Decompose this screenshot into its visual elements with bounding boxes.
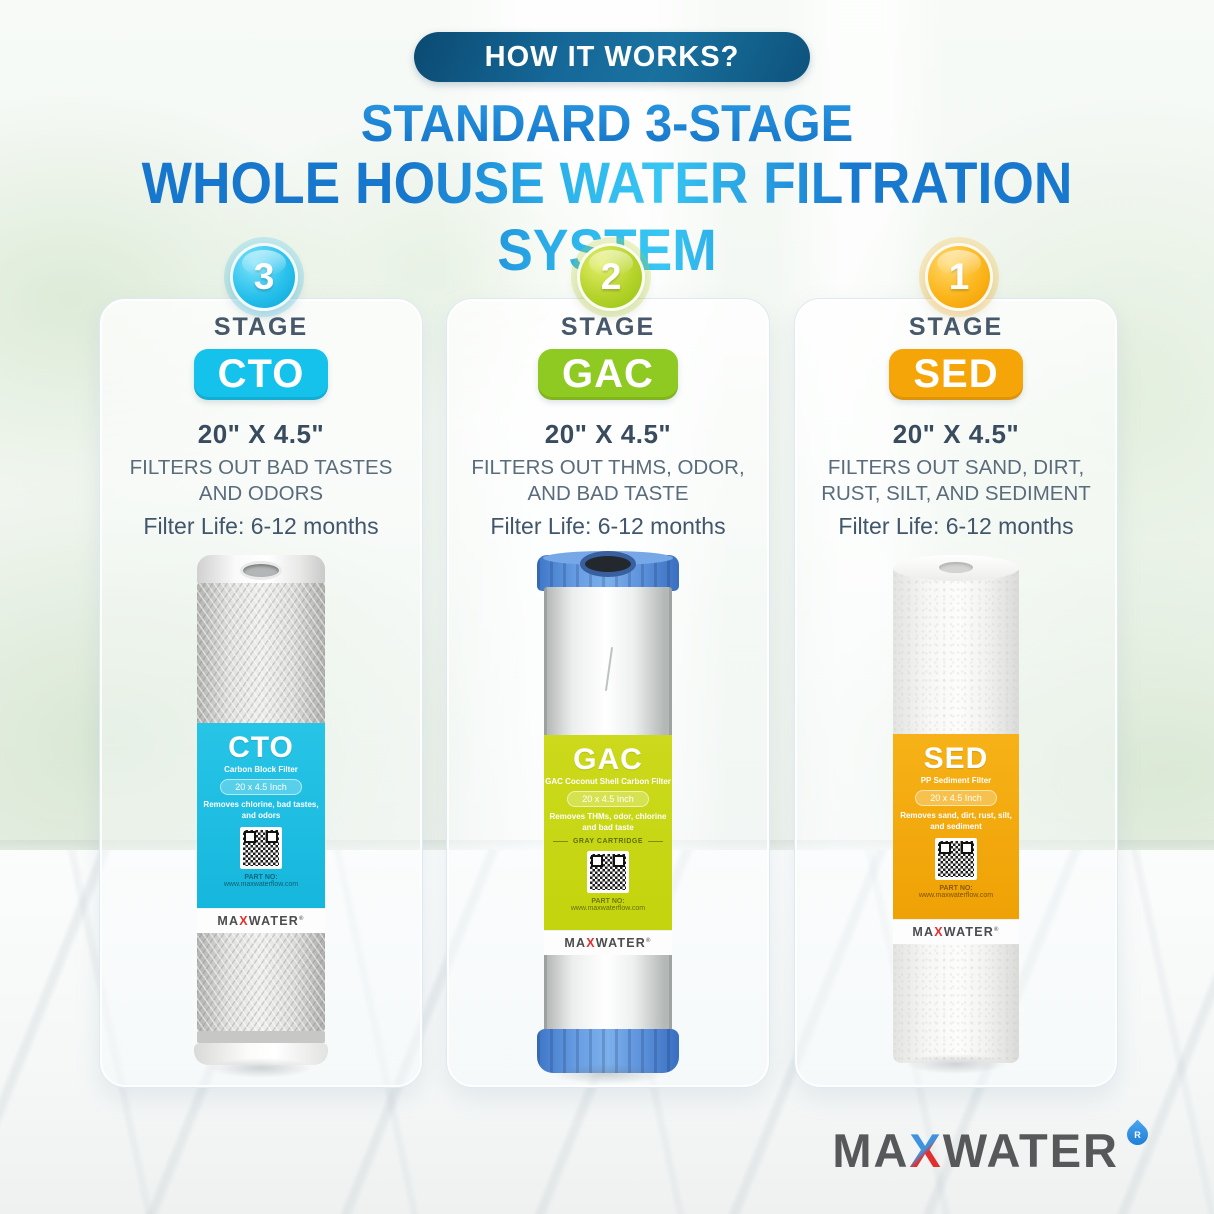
label-removes: Removes THMs, odor, chlorine and bad tas… bbox=[549, 812, 667, 832]
stage-number-badge: 1 bbox=[925, 243, 993, 311]
how-it-works-banner: HOW IT WORKS? bbox=[414, 32, 810, 82]
stage-number-badge: 2 bbox=[577, 243, 645, 311]
filter-life: Filter Life: 6-12 months bbox=[490, 513, 726, 539]
mini-logo-suffix: WATER bbox=[248, 914, 299, 928]
cartridge-top-cap bbox=[197, 555, 325, 585]
mini-logo-suffix: WATER bbox=[943, 925, 994, 939]
filter-size: 20" X 4.5" bbox=[544, 419, 672, 449]
stage-number: 3 bbox=[253, 256, 275, 297]
qr-code bbox=[935, 838, 977, 880]
cartridge-label: CTO Carbon Block Filter 20 x 4.5 Inch Re… bbox=[197, 723, 325, 933]
cartridge-top-hole bbox=[240, 561, 282, 580]
mini-logo-registered: ® bbox=[298, 915, 305, 922]
mini-logo-registered: ® bbox=[645, 937, 652, 944]
cartridge-bottom-ring bbox=[197, 1031, 325, 1043]
label-code: SED bbox=[923, 742, 989, 775]
stage-number: 1 bbox=[948, 256, 970, 297]
mini-maxwater-logo: MAXWATER® bbox=[564, 936, 651, 950]
filter-code-pill: SED bbox=[889, 349, 1023, 400]
cartridge-body: CTO Carbon Block Filter 20 x 4.5 Inch Re… bbox=[197, 583, 325, 1031]
filter-size: 20" X 4.5" bbox=[892, 419, 1020, 449]
title-line-1: STANDARD 3-STAGE bbox=[36, 94, 1177, 154]
cartridge-top-cap bbox=[537, 551, 679, 591]
cartridge-body: SED PP Sediment Filter 20 x 4.5 Inch Rem… bbox=[893, 567, 1019, 1063]
logo-x: X bbox=[909, 1124, 943, 1177]
label-brand-strip: MAXWATER® bbox=[893, 919, 1019, 944]
mini-maxwater-logo: MAXWATER® bbox=[217, 914, 304, 928]
stage-card-cto: 3 STAGE CTO 20" X 4.5" FILTERS OUT BAD T… bbox=[99, 243, 423, 1088]
cartridge-top-hole bbox=[939, 562, 973, 573]
banner-label: HOW IT WORKS? bbox=[484, 40, 740, 73]
logo-suffix: WATER bbox=[942, 1124, 1119, 1177]
maxwater-logo: MA X WATER R bbox=[832, 1119, 1153, 1177]
mini-logo-prefix: MA bbox=[912, 925, 935, 939]
label-removes: Removes sand, dirt, rust, silt, and sedi… bbox=[900, 811, 1012, 831]
label-type: GAC Coconut Shell Carbon Filter bbox=[545, 777, 671, 786]
mini-maxwater-logo: MAXWATER® bbox=[912, 925, 999, 939]
stage-word: STAGE bbox=[908, 313, 1004, 341]
filter-life: Filter Life: 6-12 months bbox=[838, 513, 1074, 539]
label-size-pill: 20 x 4.5 Inch bbox=[567, 791, 649, 807]
filter-description: FILTERS OUT BAD TASTES AND ODORS bbox=[129, 456, 393, 505]
label-size-pill: 20 x 4.5 Inch bbox=[220, 779, 302, 795]
stage-number-badge: 3 bbox=[230, 243, 298, 311]
label-size-pill: 20 x 4.5 Inch bbox=[915, 790, 997, 806]
logo-prefix: MA bbox=[832, 1124, 910, 1177]
label-code: CTO bbox=[228, 731, 294, 764]
label-cartridge-note: GRAY CARTRIDGE bbox=[553, 838, 663, 845]
stage-word: STAGE bbox=[213, 313, 309, 341]
stage-card-sed: 1 STAGE SED 20" X 4.5" FILTERS OUT SAND,… bbox=[794, 243, 1118, 1088]
mini-logo-x: X bbox=[586, 936, 596, 950]
mini-logo-prefix: MA bbox=[217, 914, 240, 928]
cartridge-label: GAC GAC Coconut Shell Carbon Filter 20 x… bbox=[544, 735, 672, 955]
code-pill-row: GAC bbox=[447, 349, 769, 400]
mini-logo-prefix: MA bbox=[564, 936, 587, 950]
cartridge-label: SED PP Sediment Filter 20 x 4.5 Inch Rem… bbox=[893, 734, 1019, 944]
mini-logo-x: X bbox=[239, 914, 249, 928]
stage-word: STAGE bbox=[560, 313, 656, 341]
code-pill-row: SED bbox=[795, 349, 1117, 400]
label-removes: Removes chlorine, bad tastes, and odors bbox=[203, 800, 319, 820]
filter-description: FILTERS OUT THMS, ODOR, AND BAD TASTE bbox=[471, 456, 745, 505]
water-droplet-icon: R bbox=[1122, 1119, 1153, 1150]
cartridge-bottom-cap bbox=[194, 1043, 328, 1065]
cartridge-top-hole bbox=[580, 551, 636, 577]
label-part-no: PART NO: bbox=[244, 874, 278, 881]
label-brand-strip: MAXWATER® bbox=[197, 908, 325, 933]
label-type: PP Sediment Filter bbox=[920, 776, 992, 785]
qr-code bbox=[240, 827, 282, 869]
filter-code-pill: GAC bbox=[538, 349, 678, 400]
label-url: www.maxwaterflow.com bbox=[223, 881, 299, 888]
registered-mark: R bbox=[1134, 1129, 1141, 1140]
stage-card-gac: 2 STAGE GAC 20" X 4.5" FILTERS OUT THMS,… bbox=[446, 243, 770, 1088]
filter-size: 20" X 4.5" bbox=[197, 419, 325, 449]
code-pill-row: CTO bbox=[100, 349, 422, 400]
mini-logo-suffix: WATER bbox=[595, 936, 646, 950]
filter-cartridge-gac: GAC GAC Coconut Shell Carbon Filter 20 x… bbox=[537, 551, 679, 1085]
label-brand-strip: MAXWATER® bbox=[544, 930, 672, 955]
mini-logo-registered: ® bbox=[993, 926, 1000, 933]
cartridge-bottom-cap bbox=[537, 1029, 679, 1073]
label-code: GAC bbox=[573, 743, 643, 776]
cartridge-top-face bbox=[893, 555, 1019, 581]
filter-cartridge-cto: CTO Carbon Block Filter 20 x 4.5 Inch Re… bbox=[194, 555, 328, 1079]
label-part-no: PART NO: bbox=[939, 885, 973, 892]
stage-number: 2 bbox=[600, 256, 622, 297]
label-url: www.maxwaterflow.com bbox=[570, 905, 646, 912]
label-type: Carbon Block Filter bbox=[224, 765, 298, 774]
label-part-no: PART NO: bbox=[591, 898, 625, 905]
mini-logo-x: X bbox=[934, 925, 944, 939]
filter-description: FILTERS OUT SAND, DIRT, RUST, SILT, AND … bbox=[821, 456, 1091, 505]
filter-cartridge-sed: SED PP Sediment Filter 20 x 4.5 Inch Rem… bbox=[893, 555, 1019, 1075]
filter-code-pill: CTO bbox=[193, 349, 329, 400]
qr-code bbox=[587, 851, 629, 893]
filter-life: Filter Life: 6-12 months bbox=[143, 513, 379, 539]
label-url: www.maxwaterflow.com bbox=[918, 892, 994, 899]
cartridge-body: GAC GAC Coconut Shell Carbon Filter 20 x… bbox=[544, 587, 672, 1033]
